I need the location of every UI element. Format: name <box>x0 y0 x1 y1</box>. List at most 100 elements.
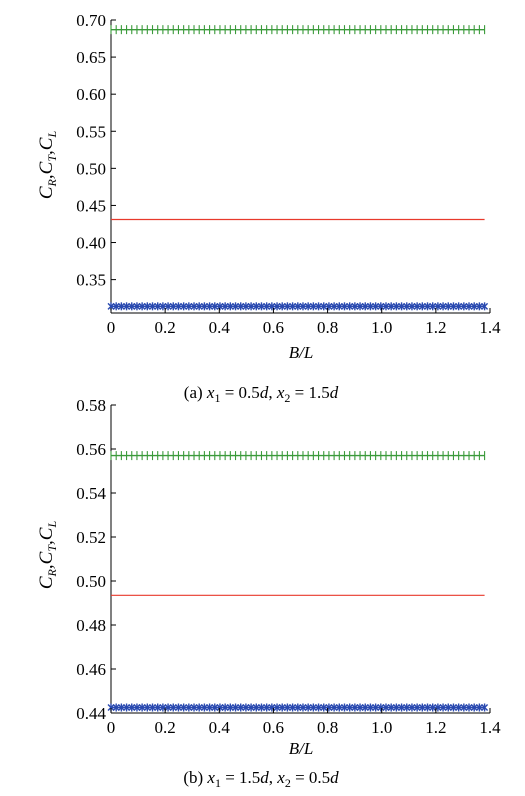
series-point <box>128 703 136 712</box>
series-point <box>356 302 364 311</box>
series-point <box>112 302 120 311</box>
series-point <box>221 703 229 712</box>
series-point <box>346 302 354 311</box>
series-point <box>232 703 240 712</box>
series-point <box>185 703 193 712</box>
x-tick-label: 0.4 <box>209 318 231 337</box>
series-point <box>164 703 172 712</box>
series-point <box>470 703 478 712</box>
x-tick-label: 1.0 <box>371 718 392 737</box>
series-point <box>185 302 193 311</box>
series-point <box>257 302 265 311</box>
series-point <box>403 703 411 712</box>
series-point <box>330 302 338 311</box>
series-point <box>460 302 468 311</box>
series-point <box>377 703 385 712</box>
series-point <box>398 302 406 311</box>
series-point <box>315 302 323 311</box>
series-point <box>387 703 395 712</box>
y-tick-label: 0.50 <box>76 572 106 591</box>
series-point <box>128 302 136 311</box>
series-point <box>112 703 120 712</box>
series-point <box>242 703 250 712</box>
series-point <box>216 703 224 712</box>
series-point <box>138 703 146 712</box>
series-point <box>309 302 317 311</box>
panel-b-y-ticks: 0.44 0.46 0.48 0.50 0.52 0.54 0.56 0.58 <box>76 396 116 723</box>
y-tick-label: 0.45 <box>76 196 106 215</box>
series-point <box>335 302 343 311</box>
series-point <box>351 703 359 712</box>
series-point <box>315 703 323 712</box>
series-point <box>460 703 468 712</box>
series-point <box>475 703 483 712</box>
series-point <box>174 302 182 311</box>
y-tick-label: 0.70 <box>76 11 106 30</box>
series-point <box>143 302 151 311</box>
series-point <box>117 302 125 311</box>
series-point <box>143 703 151 712</box>
series-point <box>346 703 354 712</box>
x-tick-label: 0.8 <box>317 718 338 737</box>
series-point <box>149 302 157 311</box>
series-point <box>247 302 255 311</box>
x-tick-label: 0.2 <box>155 318 176 337</box>
series-point <box>164 302 172 311</box>
series-point <box>195 703 203 712</box>
series-point <box>408 703 416 712</box>
y-tick-label: 0.50 <box>76 159 106 178</box>
y-tick-label: 0.48 <box>76 616 106 635</box>
series-point <box>273 703 281 712</box>
series-point <box>335 703 343 712</box>
series-point <box>169 703 177 712</box>
series-point <box>174 703 182 712</box>
series-point <box>289 703 297 712</box>
series-point <box>455 703 463 712</box>
y-tick-label: 0.35 <box>76 271 106 290</box>
series-point <box>190 302 198 311</box>
series-point <box>320 703 328 712</box>
series-point <box>372 302 380 311</box>
series-point <box>309 703 317 712</box>
panel-a-caption: (a) x1 = 0.5d, x2 = 1.5d <box>184 383 339 405</box>
series-point <box>304 302 312 311</box>
series-point <box>392 302 400 311</box>
series-point <box>149 703 157 712</box>
y-tick-label: 0.52 <box>76 528 106 547</box>
series-point <box>372 703 380 712</box>
panel-a-x-axis-label: B/L <box>289 343 314 362</box>
y-tick-label: 0.55 <box>76 122 106 141</box>
series-point <box>211 703 219 712</box>
series-point <box>481 703 489 712</box>
series-point <box>340 703 348 712</box>
series-point <box>294 703 302 712</box>
series-point <box>387 302 395 311</box>
series-point <box>439 302 447 311</box>
series-point <box>123 302 131 311</box>
series-point <box>180 302 188 311</box>
series-point <box>398 703 406 712</box>
x-tick-label: 1.2 <box>425 318 446 337</box>
series-point <box>226 703 234 712</box>
series-point <box>366 302 374 311</box>
series-point <box>413 302 421 311</box>
x-tick-label: 0.4 <box>209 718 231 737</box>
series-point <box>154 302 162 311</box>
series-point <box>424 703 432 712</box>
series-point <box>237 302 245 311</box>
series-point <box>169 302 177 311</box>
y-tick-label: 0.60 <box>76 85 106 104</box>
series-point <box>257 703 265 712</box>
x-tick-label: 1.0 <box>371 318 392 337</box>
series-point <box>263 302 271 311</box>
series-point <box>299 302 307 311</box>
series-point <box>325 703 333 712</box>
panel-a-x-ticks: 0 0.2 0.4 0.6 0.8 1.0 1.2 1.4 <box>107 308 501 337</box>
series-point <box>211 302 219 311</box>
series-point <box>304 703 312 712</box>
series-point <box>117 703 125 712</box>
series-point <box>154 703 162 712</box>
series-point <box>252 302 260 311</box>
series-point <box>377 302 385 311</box>
series-point <box>123 703 131 712</box>
